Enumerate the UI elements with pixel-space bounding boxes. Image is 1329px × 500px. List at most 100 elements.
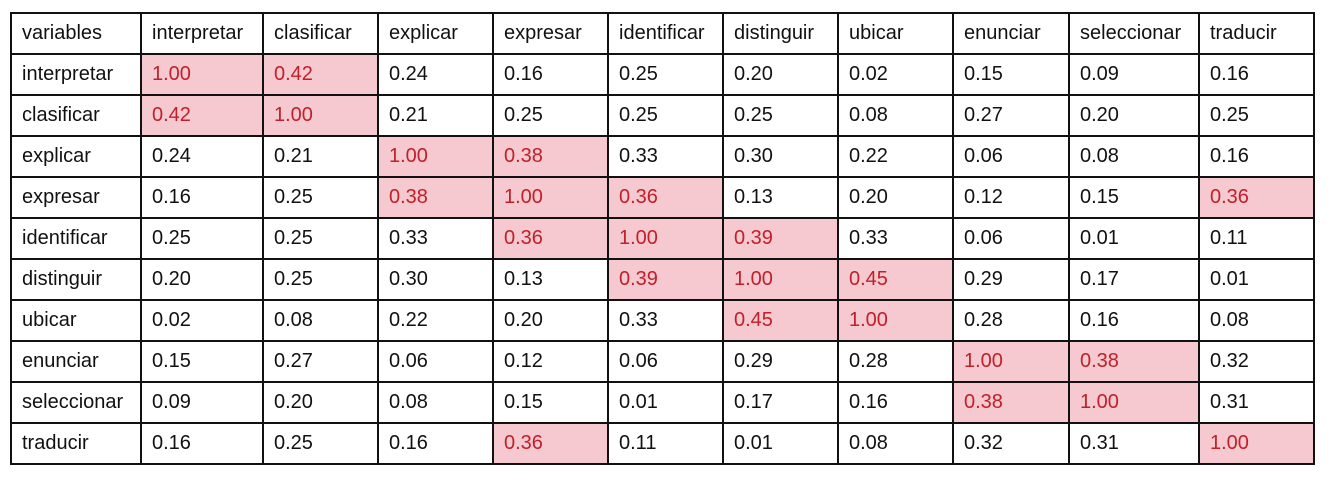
table-row: clasificar 0.42 1.00 0.21 0.25 0.25 0.25 0.08 0.… <box>10 94 1315 137</box>
row-header: identificar <box>10 217 142 260</box>
row-header: interpretar <box>10 53 142 96</box>
highlighted-cell: 1.00 <box>837 299 954 342</box>
table-row: explicar 0.24 0.21 1.00 0.38 0.33 0.30 0.22 0.06… <box>10 135 1315 178</box>
column-header: identificar <box>607 12 724 55</box>
column-header: traducir <box>1198 12 1315 55</box>
highlighted-cell: 0.38 <box>952 381 1070 424</box>
cell: 0.21 <box>262 135 379 178</box>
row-header: enunciar <box>10 340 142 383</box>
column-header: distinguir <box>722 12 839 55</box>
cell: 0.09 <box>1068 53 1200 96</box>
column-header: seleccionar <box>1068 12 1200 55</box>
cell: 0.25 <box>1198 94 1315 137</box>
cell: 0.12 <box>952 176 1070 219</box>
cell: 0.01 <box>607 381 724 424</box>
cell: 0.20 <box>1068 94 1200 137</box>
cell: 0.08 <box>1068 135 1200 178</box>
highlighted-cell: 0.42 <box>140 94 264 137</box>
highlighted-cell: 0.36 <box>492 422 609 465</box>
highlighted-cell: 0.39 <box>722 217 839 260</box>
cell: 0.25 <box>262 217 379 260</box>
column-header: clasificar <box>262 12 379 55</box>
cell: 0.11 <box>1198 217 1315 260</box>
cell: 0.28 <box>952 299 1070 342</box>
cell: 0.16 <box>140 422 264 465</box>
cell: 0.09 <box>140 381 264 424</box>
cell: 0.01 <box>1198 258 1315 301</box>
cell: 0.30 <box>722 135 839 178</box>
highlighted-cell: 1.00 <box>140 53 264 96</box>
column-header: ubicar <box>837 12 954 55</box>
cell: 0.29 <box>952 258 1070 301</box>
cell: 0.21 <box>377 94 494 137</box>
cell: 0.24 <box>140 135 264 178</box>
cell: 0.25 <box>492 94 609 137</box>
highlighted-cell: 0.38 <box>492 135 609 178</box>
cell: 0.06 <box>377 340 494 383</box>
table-row: seleccionar 0.09 0.20 0.08 0.15 0.01 0.17 0.16 0… <box>10 381 1315 424</box>
table-row: enunciar 0.15 0.27 0.06 0.12 0.06 0.29 0.28 1.00… <box>10 340 1315 383</box>
cell: 0.08 <box>837 422 954 465</box>
highlighted-cell: 1.00 <box>607 217 724 260</box>
row-header: distinguir <box>10 258 142 301</box>
highlighted-cell: 0.45 <box>837 258 954 301</box>
table-row: variables interpretar clasificar explicar ex… <box>10 12 1315 55</box>
highlighted-cell: 0.39 <box>607 258 724 301</box>
row-header: traducir <box>10 422 142 465</box>
highlighted-cell: 1.00 <box>952 340 1070 383</box>
cell: 0.15 <box>952 53 1070 96</box>
column-header: enunciar <box>952 12 1070 55</box>
cell: 0.25 <box>262 258 379 301</box>
table-row: expresar 0.16 0.25 0.38 1.00 0.36 0.13 0.20 0.12… <box>10 176 1315 219</box>
highlighted-cell: 0.36 <box>607 176 724 219</box>
highlighted-cell: 1.00 <box>262 94 379 137</box>
cell: 0.16 <box>1198 135 1315 178</box>
cell: 0.31 <box>1198 381 1315 424</box>
table-row: traducir 0.16 0.25 0.16 0.36 0.11 0.01 0.08 0.32… <box>10 422 1315 465</box>
highlighted-cell: 0.45 <box>722 299 839 342</box>
highlighted-cell: 0.36 <box>1198 176 1315 219</box>
cell: 0.08 <box>837 94 954 137</box>
cell: 0.24 <box>377 53 494 96</box>
cell: 0.25 <box>722 94 839 137</box>
cell: 0.15 <box>140 340 264 383</box>
cell: 0.20 <box>140 258 264 301</box>
cell: 0.11 <box>607 422 724 465</box>
cell: 0.27 <box>952 94 1070 137</box>
table-row: distinguir 0.20 0.25 0.30 0.13 0.39 1.00 0.45 0.… <box>10 258 1315 301</box>
cell: 0.16 <box>1068 299 1200 342</box>
column-header: explicar <box>377 12 494 55</box>
cell: 0.17 <box>1068 258 1200 301</box>
highlighted-cell: 0.36 <box>492 217 609 260</box>
cell: 0.22 <box>837 135 954 178</box>
column-header: expresar <box>492 12 609 55</box>
cell: 0.17 <box>722 381 839 424</box>
cell: 0.16 <box>492 53 609 96</box>
cell: 0.25 <box>262 176 379 219</box>
row-header: clasificar <box>10 94 142 137</box>
highlighted-cell: 1.00 <box>1068 381 1200 424</box>
cell: 0.20 <box>837 176 954 219</box>
cell: 0.06 <box>952 217 1070 260</box>
row-header: expresar <box>10 176 142 219</box>
cell: 0.08 <box>377 381 494 424</box>
cell: 0.20 <box>722 53 839 96</box>
cell: 0.31 <box>1068 422 1200 465</box>
cell: 0.33 <box>607 135 724 178</box>
cell: 0.32 <box>952 422 1070 465</box>
table-row: identificar 0.25 0.25 0.33 0.36 1.00 0.39 0.33 0… <box>10 217 1315 260</box>
cell: 0.25 <box>140 217 264 260</box>
cell: 0.22 <box>377 299 494 342</box>
cell: 0.33 <box>377 217 494 260</box>
cell: 0.32 <box>1198 340 1315 383</box>
cell: 0.33 <box>607 299 724 342</box>
cell: 0.20 <box>262 381 379 424</box>
cell: 0.33 <box>837 217 954 260</box>
highlighted-cell: 0.38 <box>1068 340 1200 383</box>
cell: 0.06 <box>952 135 1070 178</box>
highlighted-cell: 1.00 <box>1198 422 1315 465</box>
cell: 0.16 <box>377 422 494 465</box>
highlighted-cell: 1.00 <box>377 135 494 178</box>
cell: 0.27 <box>262 340 379 383</box>
cell: 0.16 <box>837 381 954 424</box>
